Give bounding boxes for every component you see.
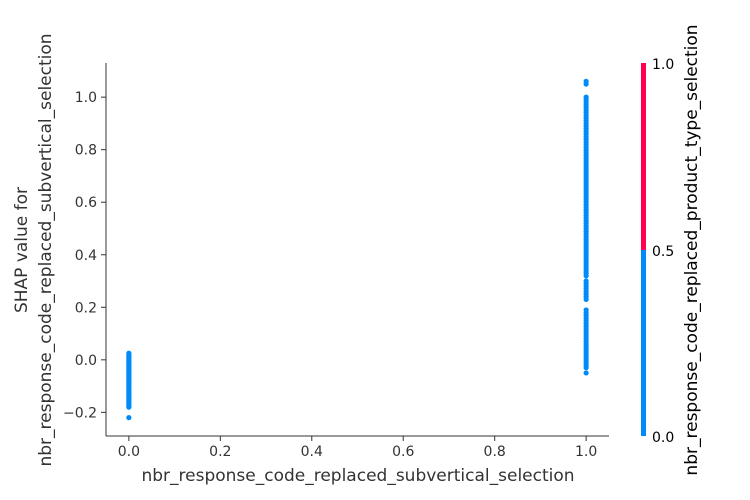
y-tick-label: 0.2 (75, 300, 97, 316)
data-point (583, 365, 589, 371)
y-tick-label: 1.0 (75, 90, 97, 106)
data-point (583, 370, 589, 376)
x-tick-label: 1.0 (575, 444, 597, 460)
x-tick-label: 0.8 (484, 444, 506, 460)
data-point (583, 296, 589, 303)
colorbar-label: nbr_response_code_replaced_product_type_… (682, 24, 702, 475)
y-axis-label-line-1: SHAP value for (12, 187, 32, 313)
colorbar: 1.0 0.5 0.0 nbr_response_code_replaced_p… (641, 24, 702, 476)
data-point (583, 273, 589, 279)
colorbar-high-segment (641, 63, 646, 250)
y-axis-label-line-2: nbr_response_code_replaced_subvertical_s… (36, 33, 56, 466)
y-tick-label: 0.4 (75, 248, 97, 264)
data-points (126, 78, 589, 421)
data-point (126, 404, 132, 410)
x-ticks: 0.0 0.2 0.4 0.6 0.8 1.0 (118, 436, 597, 460)
data-point (126, 415, 132, 421)
x-tick-label: 0.4 (301, 444, 323, 460)
x-tick-label: 0.2 (209, 444, 231, 460)
y-tick-label: 0.0 (75, 353, 97, 369)
y-tick-label: 0.8 (75, 143, 97, 159)
x-tick-label: 0.0 (118, 444, 140, 460)
y-ticks: −0.2 0.0 0.2 0.4 0.6 0.8 1.0 (63, 90, 106, 421)
colorbar-low-segment (641, 250, 646, 436)
data-point (583, 81, 589, 87)
colorbar-tick-0: 0.0 (652, 430, 674, 446)
colorbar-tick-0-5: 0.5 (652, 244, 674, 260)
y-tick-label: 0.6 (75, 195, 97, 211)
colorbar-tick-1: 1.0 (652, 57, 674, 73)
x-tick-label: 0.6 (392, 444, 414, 460)
y-tick-label: −0.2 (63, 405, 97, 421)
y-axis-label: SHAP value for nbr_response_code_replace… (12, 33, 56, 466)
x-axis-label: nbr_response_code_replaced_subvertical_s… (141, 466, 574, 486)
